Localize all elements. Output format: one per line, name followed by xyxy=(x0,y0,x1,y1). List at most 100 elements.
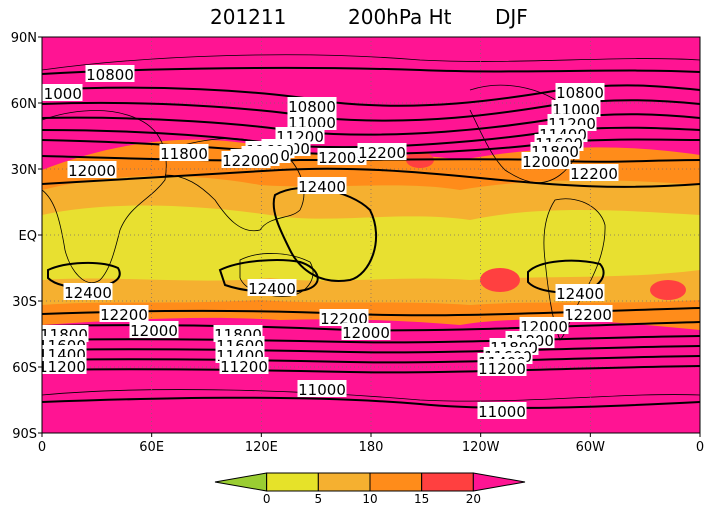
contour-label-box xyxy=(42,357,87,374)
contour-label-text: 10800 xyxy=(288,98,336,116)
colorbar-tick-label: 10 xyxy=(362,492,377,506)
contour-label-text: 12200 xyxy=(564,306,612,324)
contour-label-box xyxy=(317,148,367,165)
contour-label-text: 12400 xyxy=(64,284,112,302)
contour-line xyxy=(42,113,700,136)
title-date: 201211 xyxy=(210,5,286,29)
contour-label: 12000 xyxy=(317,148,367,167)
contour-label: 11800 xyxy=(159,144,209,163)
y-tick-label: 30S xyxy=(12,295,37,310)
contour-label-text: 10800 xyxy=(556,84,604,102)
contour-label: 12200 xyxy=(569,164,619,183)
contour-label-box xyxy=(287,113,337,130)
contour-label: 12000 xyxy=(341,323,391,342)
contour-label: 10800 xyxy=(287,97,337,116)
contour-label-text: 11200 xyxy=(478,360,526,378)
contour-label: 11000 xyxy=(297,380,347,399)
contour-label-text: 10800 xyxy=(86,66,134,84)
contour-line-12400 xyxy=(527,259,605,294)
colorbar-swatch xyxy=(214,472,268,492)
contour-label-box xyxy=(551,100,601,117)
contour-label-box xyxy=(99,305,149,322)
contour-label: 11000 xyxy=(34,84,83,103)
y-tick-label: 30N xyxy=(11,163,37,178)
contour-label-box xyxy=(247,279,297,296)
contour-label-box xyxy=(563,305,613,322)
contour-label-box xyxy=(219,357,269,374)
contour-label-text: 11200 xyxy=(38,358,86,376)
contour-line-12400 xyxy=(47,261,121,290)
contour-label-box xyxy=(477,359,527,376)
contour-label-text: 12200 xyxy=(100,306,148,324)
contour-label-text: 12000 xyxy=(68,162,116,180)
contour-label-text: 12200 xyxy=(358,144,406,162)
contour-line xyxy=(42,99,700,122)
map-panel: 1080011000108001100011200114001160011800… xyxy=(34,37,700,433)
contour-label-text: 12000 xyxy=(522,153,570,171)
colorbar-swatch xyxy=(369,472,423,492)
contour-line xyxy=(42,365,700,374)
contour-label-text: 12200 xyxy=(570,165,618,183)
contour-label-text: 12400 xyxy=(248,280,296,298)
contour-labels: 1080011000108001100011200114001160011800… xyxy=(34,65,619,421)
contour-line xyxy=(42,66,700,75)
contour-label-box xyxy=(477,402,527,419)
contour-label: 12400 xyxy=(247,279,297,298)
y-tick-label: 60N xyxy=(11,97,37,112)
contour-label-box xyxy=(67,161,117,178)
contour-label-text: 12000 xyxy=(130,322,178,340)
x-tick-label: 0 xyxy=(696,440,704,455)
shading-red-patch xyxy=(480,268,520,292)
y-tick-label: 90N xyxy=(11,31,37,46)
colorbar-swatch xyxy=(317,472,371,492)
contour-line xyxy=(42,167,700,188)
contour-label: 12000 xyxy=(521,152,571,171)
y-tick-label: 60S xyxy=(12,361,37,376)
shading-red-patch xyxy=(650,280,686,300)
contour-label-box xyxy=(159,144,209,161)
contour-label: 11200 xyxy=(219,357,269,376)
contour-label-box xyxy=(555,83,605,100)
contour-label-box xyxy=(85,65,135,82)
contour-label-box xyxy=(63,283,113,300)
contour-label-text: 12000 xyxy=(318,149,366,167)
contour-label-box xyxy=(129,321,179,338)
x-axis: 0 60E 120E 180 120W 60W 0 xyxy=(38,433,704,455)
x-tick-label: 180 xyxy=(359,440,384,455)
contour-label: 10800 xyxy=(555,83,605,102)
contour-label: 12000 xyxy=(129,321,179,340)
contour-label: 12200 xyxy=(99,305,149,324)
colorbar-tick-label: 15 xyxy=(414,492,429,506)
contour-label-text: 12000 xyxy=(342,324,390,342)
title-season: DJF xyxy=(495,5,528,29)
shading-yellow-band xyxy=(42,205,700,281)
contour-line xyxy=(42,345,700,354)
contour-label: 12400 xyxy=(555,284,605,303)
x-tick-label: 120W xyxy=(462,440,500,455)
contour-line xyxy=(42,335,700,344)
y-tick-label: 90S xyxy=(12,427,37,442)
contour-label-text: 11000 xyxy=(34,85,82,103)
contour-label-box xyxy=(569,164,619,181)
colorbar-tick-label: 5 xyxy=(315,492,323,506)
colorbar-swatch xyxy=(421,472,474,492)
coast-arctic xyxy=(42,54,700,71)
contour-label-box xyxy=(521,152,571,169)
contour-label-box xyxy=(287,97,337,114)
contour-label-box xyxy=(319,309,369,326)
coast-africa-europe xyxy=(42,110,167,283)
contour-label: 12000 xyxy=(67,161,117,180)
x-tick-label: 120E xyxy=(245,440,278,455)
y-tick-label: EQ xyxy=(19,229,37,244)
contour-label: 11000 xyxy=(477,402,527,421)
coast-antarctica xyxy=(42,389,700,402)
colorbar-swatch xyxy=(266,472,319,492)
contour-label: 12200 xyxy=(221,151,271,170)
x-tick-label: 60W xyxy=(576,440,606,455)
title-field: 200hPa Ht xyxy=(348,5,452,29)
contour-label-box xyxy=(555,284,605,301)
coast-north-america xyxy=(469,84,582,183)
contour-label-text: 11200 xyxy=(220,358,268,376)
contour-label: 12200 xyxy=(357,143,407,162)
